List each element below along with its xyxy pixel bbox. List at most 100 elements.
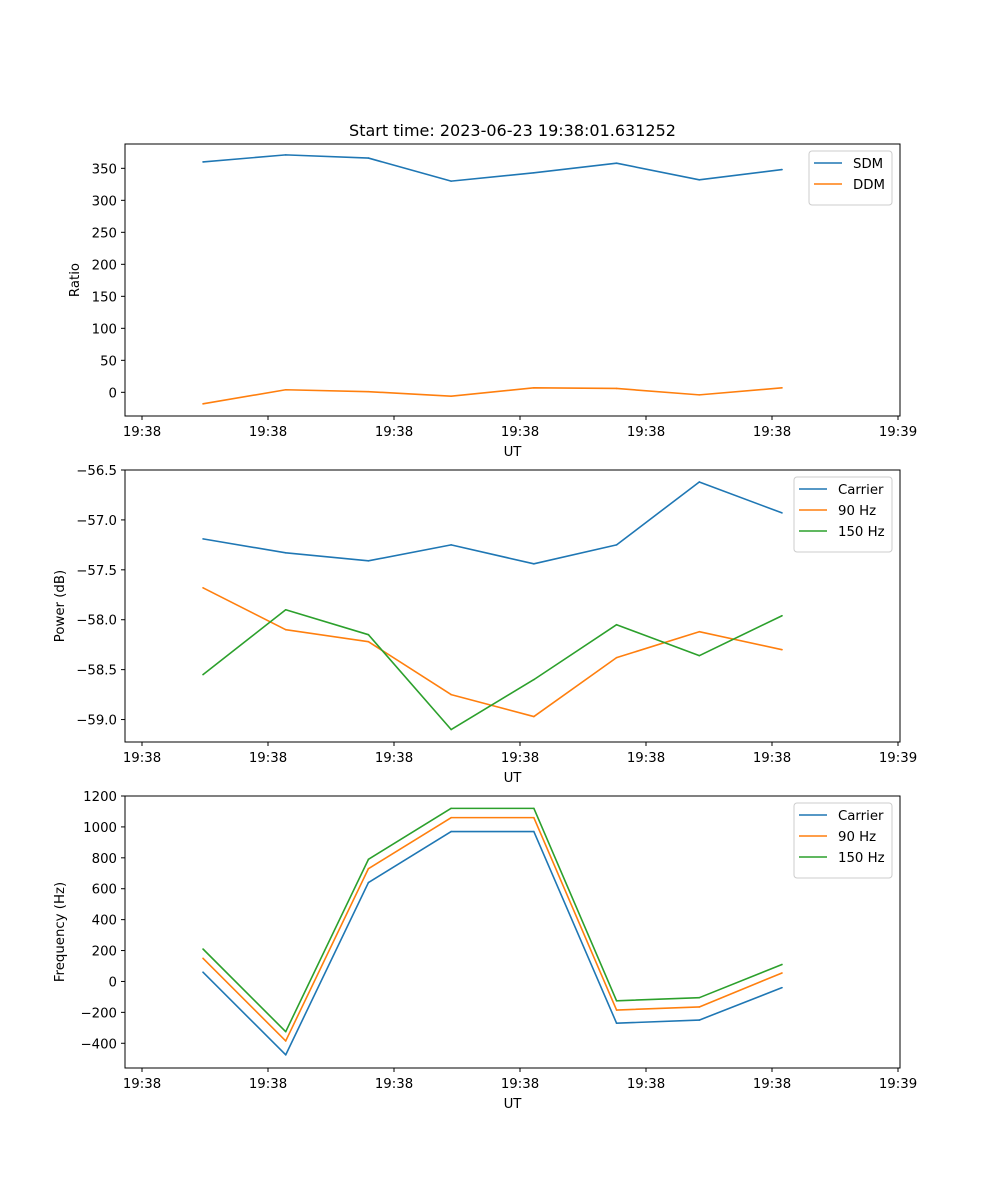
axes-frame — [124, 143, 901, 417]
y-tick-label: 400 — [92, 914, 117, 929]
data-point — [450, 395, 452, 397]
x-tick-label: 19:38 — [375, 425, 413, 440]
data-point — [284, 388, 287, 391]
x-tick-label: 19:38 — [753, 1077, 791, 1092]
data-point — [284, 628, 287, 631]
y-tick-label: −57.0 — [76, 514, 117, 529]
data-point — [698, 654, 701, 657]
y-tick-label: −59.0 — [76, 714, 117, 729]
data-point — [615, 544, 618, 546]
x-tick-label: 19:38 — [123, 751, 161, 766]
axes-frame — [124, 795, 901, 1069]
y-tick-label: −58.5 — [76, 664, 117, 679]
legend: SDM DDM — [808, 150, 893, 206]
x-tick-label: 19:38 — [375, 1077, 413, 1092]
data-point — [533, 807, 535, 810]
data-point — [781, 512, 783, 514]
data-point — [367, 390, 370, 393]
data-point — [284, 1054, 287, 1056]
y-tick-label: −58.0 — [76, 614, 117, 629]
legend-label: 150 Hz — [838, 851, 885, 866]
data-point — [615, 1009, 618, 1011]
data-point — [450, 544, 452, 546]
data-point — [202, 403, 204, 405]
subplot-1: 19:38 19:38 19:38 19:38 19:38 19:38 19:39 UT 0 50… — [68, 143, 917, 460]
data-point — [284, 1040, 287, 1042]
data-point — [781, 963, 783, 966]
legend: Carrier 90 Hz 150 Hz — [793, 476, 893, 553]
data-point — [202, 673, 204, 676]
legend-label: 150 Hz — [838, 525, 885, 540]
data-point — [450, 807, 452, 810]
y-tick-label: 100 — [92, 322, 117, 337]
data-point — [615, 623, 618, 626]
data-point — [615, 162, 618, 164]
data-point — [367, 633, 370, 636]
legend-label: Carrier — [838, 809, 884, 824]
y-tick-label: −400 — [80, 1037, 117, 1052]
y-tick-label: 250 — [92, 226, 117, 241]
x-tick-label: 19:38 — [753, 751, 791, 766]
data-point — [202, 948, 204, 950]
x-tick-label: 19:38 — [249, 425, 287, 440]
x-tick-label: 19:38 — [375, 751, 413, 766]
data-point — [450, 830, 452, 833]
data-point — [284, 154, 287, 156]
data-point — [367, 640, 370, 643]
subplot-3: 19:38 19:38 19:38 19:38 19:38 19:38 19:39 UT −40… — [53, 790, 917, 1112]
data-point — [202, 971, 204, 973]
axes-frame — [124, 469, 901, 743]
y-tick-label: 1200 — [83, 790, 117, 805]
x-axis-label: UT — [504, 1097, 523, 1112]
x-axis-label: UT — [504, 445, 523, 460]
data-point — [698, 630, 701, 633]
data-point — [781, 648, 783, 651]
data-point — [781, 168, 783, 171]
y-tick-label: 600 — [92, 883, 117, 898]
data-point — [615, 656, 618, 659]
data-point — [450, 693, 452, 696]
legend: Carrier 90 Hz 150 Hz — [793, 802, 893, 879]
x-tick-label: 19:39 — [879, 751, 917, 766]
series-line-carrier — [202, 830, 783, 1056]
series-line-carrier — [202, 481, 783, 565]
legend-box — [808, 150, 893, 206]
data-point — [367, 867, 370, 870]
data-point — [533, 172, 535, 174]
data-point — [781, 986, 783, 989]
x-tick-label: 19:38 — [753, 425, 791, 440]
legend-label: 90 Hz — [838, 830, 876, 845]
x-tick-label: 19:38 — [249, 751, 287, 766]
figure-title: Start time: 2023-06-23 19:38:01.631252 — [349, 121, 676, 140]
legend-label: 90 Hz — [838, 504, 876, 519]
x-tick-label: 19:38 — [501, 751, 539, 766]
y-tick-label: 200 — [92, 258, 117, 273]
data-point — [781, 614, 783, 617]
y-axis-label: Power (dB) — [53, 570, 68, 642]
y-tick-label: 200 — [92, 945, 117, 960]
data-point — [533, 387, 535, 389]
x-tick-label: 19:39 — [879, 1077, 917, 1092]
data-point — [202, 957, 204, 960]
data-point — [367, 560, 370, 562]
data-point — [450, 180, 452, 182]
data-point — [450, 728, 452, 731]
y-axis-label: Frequency (Hz) — [53, 882, 68, 982]
x-tick-label: 19:38 — [249, 1077, 287, 1092]
data-point — [533, 678, 535, 681]
x-tick-label: 19:38 — [501, 1077, 539, 1092]
y-tick-label: 0 — [109, 386, 117, 401]
series-line-90-hz — [202, 816, 783, 1042]
subplot-2: 19:38 19:38 19:38 19:38 19:38 19:38 19:39 UT −59… — [53, 464, 917, 786]
data-point — [284, 1030, 287, 1033]
series-line-150-hz — [202, 608, 783, 731]
data-point — [615, 1022, 618, 1024]
data-point — [698, 1019, 701, 1021]
data-point — [781, 387, 783, 389]
data-point — [367, 881, 370, 884]
data-point — [367, 858, 370, 861]
y-tick-label: 150 — [92, 290, 117, 305]
x-tick-label: 19:38 — [123, 1077, 161, 1092]
data-point — [202, 586, 204, 589]
